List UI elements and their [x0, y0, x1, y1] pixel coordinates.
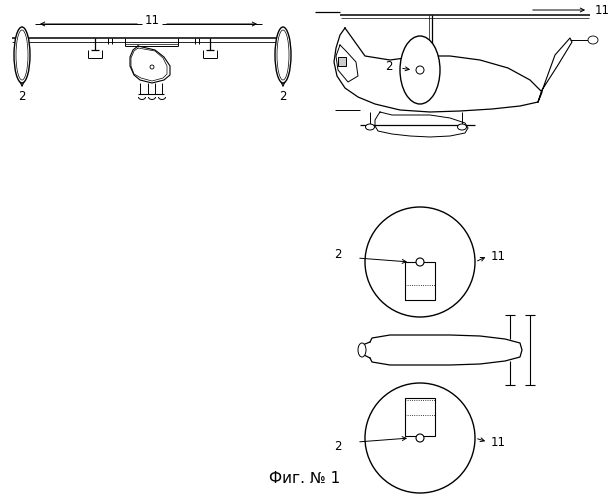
Ellipse shape: [365, 383, 475, 493]
Ellipse shape: [400, 36, 440, 104]
Ellipse shape: [416, 434, 424, 442]
Text: 2: 2: [386, 60, 393, 72]
Ellipse shape: [14, 27, 30, 83]
Ellipse shape: [275, 27, 291, 83]
Bar: [338, 57, 346, 66]
Ellipse shape: [416, 66, 424, 74]
Ellipse shape: [416, 258, 424, 266]
Text: 11: 11: [491, 436, 506, 448]
Ellipse shape: [588, 36, 598, 44]
Ellipse shape: [365, 124, 375, 130]
Ellipse shape: [365, 207, 475, 317]
Text: 2: 2: [18, 90, 26, 102]
Bar: [405, 398, 435, 436]
Text: 2: 2: [334, 248, 342, 260]
Text: 11: 11: [145, 14, 159, 28]
Text: 2: 2: [334, 440, 342, 452]
Ellipse shape: [458, 124, 467, 130]
Text: 2: 2: [279, 90, 287, 102]
Text: Фиг. № 1: Фиг. № 1: [270, 471, 340, 486]
Bar: [405, 262, 435, 300]
Ellipse shape: [150, 65, 154, 69]
Text: 11: 11: [595, 4, 610, 16]
Text: 11: 11: [491, 250, 506, 262]
Ellipse shape: [358, 343, 366, 357]
